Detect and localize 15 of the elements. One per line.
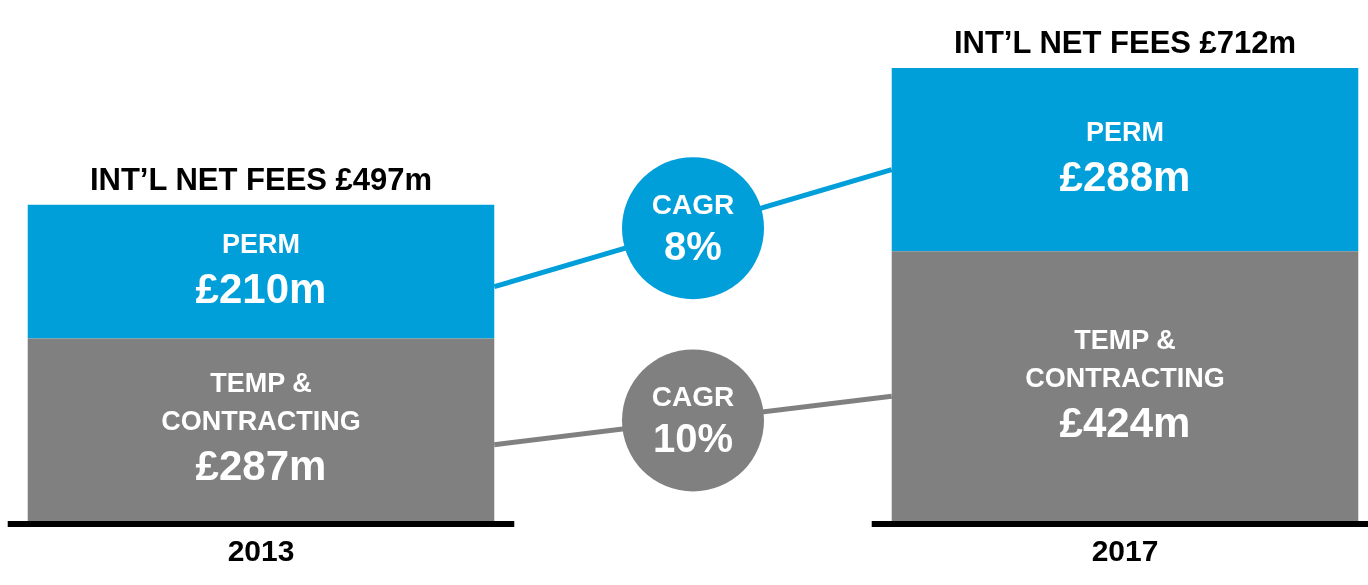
bar [891, 68, 1359, 252]
text: PERM [1085, 117, 1165, 148]
x-tick-label: 2017 [1091, 534, 1159, 568]
text: TEMP & CONTRACTING [1025, 324, 1225, 393]
data-label: £424m [1059, 398, 1191, 446]
data-label: £287m [195, 442, 327, 490]
x-tick-label: 2013 [227, 534, 295, 568]
total-label: INT’L NET FEES £712m [953, 25, 1297, 61]
series-label: PERM [221, 229, 301, 260]
series-label: TEMP & CONTRACTING [161, 368, 361, 437]
annotation: CAGR 8% [651, 189, 735, 269]
annotation: CAGR 10% [651, 381, 735, 461]
data-label: £210m [195, 265, 327, 313]
data-label: £288m [1059, 153, 1191, 201]
total-label: INT’L NET FEES £497m [89, 161, 433, 197]
